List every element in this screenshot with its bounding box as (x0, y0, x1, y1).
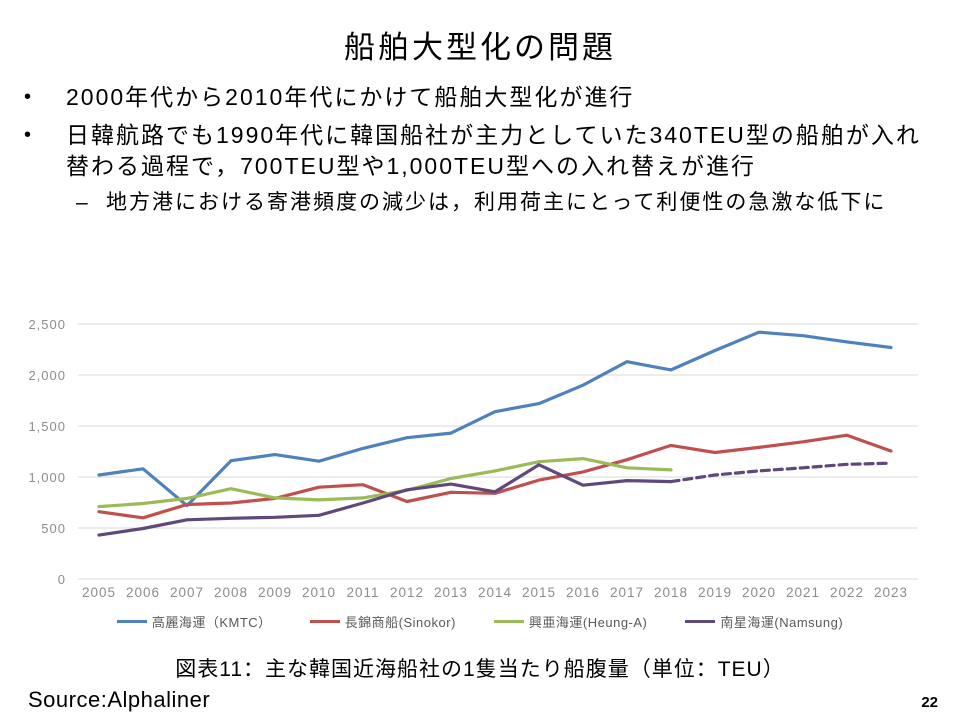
legend-label: 高麗海運（KMTC） (151, 615, 272, 630)
x-axis-tick-label: 2014 (478, 585, 512, 600)
bullet-marker: • (24, 86, 34, 108)
bullet-text: 日韓航路でも1990年代に韓国船社が主力としていた340TEU型の船舶が入れ替わ… (66, 122, 921, 179)
x-axis-tick-label: 2018 (654, 585, 688, 600)
x-axis-tick-label: 2009 (258, 585, 292, 600)
legend-item-heung-a: 興亜海運(Heung-A) (493, 612, 648, 631)
x-axis-tick-label: 2006 (126, 585, 160, 600)
x-axis-tick-label: 2015 (522, 585, 556, 600)
x-axis-tick-label: 2023 (874, 585, 908, 600)
legend-swatch-namsung (685, 620, 716, 623)
line-chart: 0 500 1,000 1,500 2,000 2,500 2005 2006 2007 2008… (0, 298, 960, 608)
x-axis-tick-label: 2021 (786, 585, 820, 600)
y-axis-tick-label: 0 (58, 572, 66, 587)
x-axis-tick-label: 2005 (82, 585, 116, 600)
legend-label: 興亜海運(Heung-A) (528, 615, 648, 630)
legend-item-sinokor: 長錦商船(Sinokor) (309, 612, 456, 631)
y-axis-tick-label: 500 (41, 521, 66, 536)
page-title: 船舶大型化の問題 (344, 30, 616, 65)
bullet-item-2: • 日韓航路でも1990年代に韓国船社が主力としていた340TEU型の船舶が入れ… (20, 120, 940, 181)
legend-swatch-heung-a (493, 620, 524, 623)
series-line-kmtc (97, 330, 893, 508)
bullet-marker: • (24, 124, 34, 147)
x-axis-tick-label: 2012 (390, 585, 424, 600)
x-axis-tick-label: 2017 (610, 585, 644, 600)
x-axis-tick-label: 2022 (830, 585, 864, 600)
x-axis-tick-label: 2019 (698, 585, 732, 600)
legend-swatch-sinokor (309, 620, 340, 623)
chart-legend: 高麗海運（KMTC） 長錦商船(Sinokor) 興亜海運(Heung-A) 南星海運… (0, 612, 960, 631)
x-axis-tick-label: 2007 (170, 585, 204, 600)
bullet-list: • 2000年代から2010年代にかけて船舶大型化が進行 • 日韓航路でも199… (20, 82, 940, 217)
bullet-item-1: • 2000年代から2010年代にかけて船舶大型化が進行 (20, 82, 940, 112)
legend-label: 南星海運(Namsung) (720, 615, 844, 630)
legend-label: 長錦商船(Sinokor) (344, 615, 456, 630)
x-axis-tick-label: 2008 (214, 585, 248, 600)
sub-bullet-item: – 地方港における寄港頻度の減少は，利用荷主にとって利便性の急激な低下に (76, 189, 940, 217)
series-line-namsung (97, 463, 673, 537)
y-axis-tick-label: 2,500 (28, 317, 66, 332)
x-axis-tick-label: 2020 (742, 585, 776, 600)
x-axis-tick-label: 2013 (434, 585, 468, 600)
source-text: Source:Alphaliner (28, 687, 211, 712)
page-number: 22 (921, 694, 938, 711)
series-line-heung-a (97, 457, 673, 509)
x-axis-tick-label: 2011 (346, 585, 379, 600)
chart-canvas: 0 500 1,000 1,500 2,000 2,500 2005 2006 2007 2008… (28, 317, 918, 600)
legend-swatch-kmtc (116, 620, 147, 623)
sub-bullet-marker: – (76, 191, 90, 215)
x-axis-tick-label: 2016 (566, 585, 600, 600)
bullet-text: 2000年代から2010年代にかけて船舶大型化が進行 (66, 84, 635, 110)
legend-item-namsung: 南星海運(Namsung) (685, 612, 843, 631)
y-axis-tick-label: 1,000 (28, 470, 66, 485)
y-axis-tick-label: 2,000 (28, 368, 66, 383)
series-line-namsung-forecast (669, 461, 893, 484)
chart-caption: 図表11：主な韓国近海船社の1隻当たり船腹量（単位：TEU） (175, 658, 785, 681)
x-axis-tick-label: 2010 (302, 585, 336, 600)
legend-item-kmtc: 高麗海運（KMTC） (116, 612, 272, 631)
y-axis-tick-label: 1,500 (28, 419, 66, 434)
sub-bullet-text: 地方港における寄港頻度の減少は，利用荷主にとって利便性の急激な低下に (106, 191, 887, 215)
